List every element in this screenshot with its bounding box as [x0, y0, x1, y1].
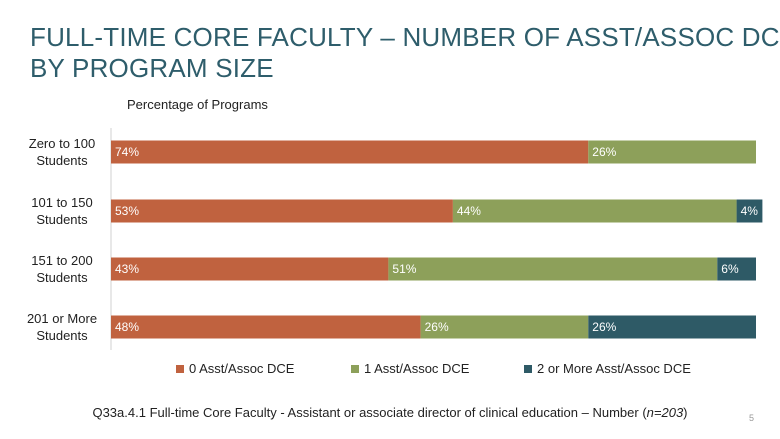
data-label-151-to-200-students-0-asst-assoc-dce: 43%: [115, 262, 139, 276]
data-label-101-to-150-students-0-asst-assoc-dce: 53%: [115, 204, 139, 218]
bar-201-or-more-students-2-or-more-asst-assoc-dce: [588, 315, 756, 339]
bar-201-or-more-students-1-asst-assoc-dce: [420, 315, 589, 339]
data-label-101-to-150-students-2-or-more-asst-assoc-dce: 4%: [741, 204, 759, 218]
footnote-close: ): [683, 405, 688, 420]
title-line-1: FULL-TIME CORE FACULTY – NUMBER OF ASST/…: [30, 22, 780, 52]
legend-item-0-dce: 0 Asst/Assoc DCE: [176, 361, 294, 376]
bar-151-to-200-students-0-asst-assoc-dce: [111, 257, 389, 281]
legend-swatch-0-dce: [176, 364, 184, 373]
footnote-sample-size: n=203: [646, 405, 684, 420]
data-label-201-or-more-students-1-asst-assoc-dce: 26%: [425, 320, 449, 334]
legend-label-0-dce: 0 Asst/Assoc DCE: [189, 361, 295, 376]
page-number: 5: [748, 413, 754, 423]
data-label-101-to-150-students-1-asst-assoc-dce: 44%: [457, 204, 481, 218]
bar-101-to-150-students-1-asst-assoc-dce: [452, 199, 737, 223]
bar-101-to-150-students-0-asst-assoc-dce: [111, 199, 453, 223]
bar-101-to-150-students-2-or-more-asst-assoc-dce: [736, 199, 763, 223]
legend-label-1-dce: 1 Asst/Assoc DCE: [364, 361, 470, 376]
legend-swatch-1-dce: [351, 364, 359, 373]
legend-label-2plus-dce: 2 or More Asst/Assoc DCE: [537, 361, 691, 376]
chart-legend: 0 Asst/Assoc DCE 1 Asst/Assoc DCE 2 or M…: [0, 361, 780, 381]
data-label-151-to-200-students-1-asst-assoc-dce: 51%: [392, 262, 416, 276]
data-label-zero-to-100-students-0-asst-assoc-dce: 74%: [115, 145, 139, 159]
bar-151-to-200-students-2-or-more-asst-assoc-dce: [717, 257, 756, 281]
bar-201-or-more-students-0-asst-assoc-dce: [111, 315, 421, 339]
legend-swatch-2plus-dce: [524, 364, 532, 373]
category-label-201-or-more-students: 201 or More Students: [27, 311, 97, 343]
data-label-201-or-more-students-2-or-more-asst-assoc-dce: 26%: [592, 320, 616, 334]
bar-zero-to-100-students-1-asst-assoc-dce: [588, 140, 756, 164]
category-label-151-to-200-students: 151 to 200 Students: [31, 253, 92, 285]
data-label-151-to-200-students-2-or-more-asst-assoc-dce: 6%: [721, 262, 739, 276]
footnote-text: Q33a.4.1 Full-time Core Faculty - Assist…: [92, 405, 647, 420]
slide-title: FULL-TIME CORE FACULTY – NUMBER OF ASST/…: [30, 22, 780, 84]
category-label-zero-to-100-students: Zero to 100 Students: [29, 136, 96, 168]
legend-item-2plus-dce: 2 or More Asst/Assoc DCE: [524, 361, 691, 376]
data-label-201-or-more-students-0-asst-assoc-dce: 48%: [115, 320, 139, 334]
bar-151-to-200-students-1-asst-assoc-dce: [388, 257, 718, 281]
data-label-zero-to-100-students-1-asst-assoc-dce: 26%: [592, 145, 616, 159]
category-label-101-to-150-students: 101 to 150 Students: [31, 195, 92, 227]
legend-item-1-dce: 1 Asst/Assoc DCE: [351, 361, 469, 376]
footnote: Q33a.4.1 Full-time Core Faculty - Assist…: [0, 405, 780, 420]
title-line-2: BY PROGRAM SIZE: [30, 53, 274, 83]
bar-zero-to-100-students-0-asst-assoc-dce: [111, 140, 589, 164]
axis-caption: Percentage of Programs: [127, 97, 268, 112]
